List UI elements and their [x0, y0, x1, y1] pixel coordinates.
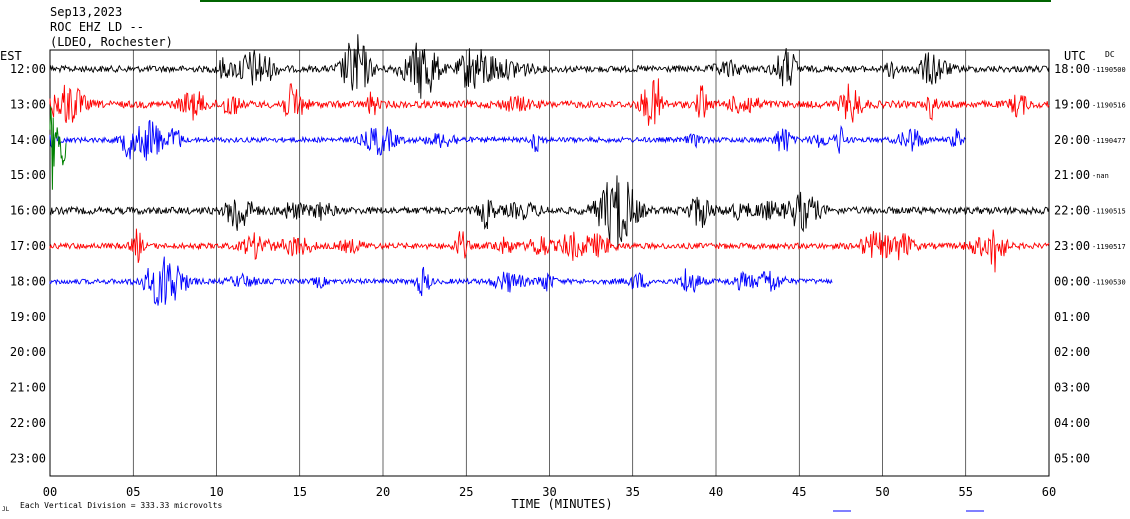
utc-hour-label: 02:00	[1054, 345, 1090, 359]
dc-label: DC	[1105, 50, 1115, 59]
network-label: (LDEO, Rochester)	[50, 35, 173, 49]
trace-hour-1300	[49, 78, 1050, 126]
utc-hour-labels: 18:00 19:00 20:00 21:00 22:00 23:00 00:00 01:00…	[1054, 62, 1090, 465]
x-tick-label: 45	[792, 485, 806, 499]
utc-hour-label: 00:00	[1054, 274, 1090, 288]
dc-offset-label: -nan	[1092, 172, 1109, 180]
x-axis-title: TIME (MINUTES)	[511, 497, 612, 511]
station-label: ROC EHZ LD --	[50, 20, 144, 34]
utc-hour-label: 18:00	[1054, 62, 1090, 76]
trace-hour-1800	[49, 256, 833, 306]
dc-offset-label: -1190517	[1092, 243, 1126, 251]
est-hour-label: 13:00	[10, 97, 46, 111]
utc-hour-label: 20:00	[1054, 133, 1090, 147]
utc-hour-label: 03:00	[1054, 381, 1090, 395]
dc-offset-labels: -1190500 -1190516 -1190477 -nan -1190515 -119…	[1092, 66, 1126, 286]
event-trace	[49, 106, 67, 190]
est-hour-label: 17:00	[10, 239, 46, 253]
x-tick-labels: 00 05 10 15 20 25 30 35 40 45 50 55 60	[43, 485, 1056, 499]
utc-hour-label: 23:00	[1054, 239, 1090, 253]
utc-hour-label: 22:00	[1054, 204, 1090, 218]
est-hour-label: 21:00	[10, 381, 46, 395]
x-tick-label: 60	[1042, 485, 1056, 499]
left-timezone-label: EST	[0, 49, 22, 63]
est-hour-label: 20:00	[10, 345, 46, 359]
right-timezone-label: UTC	[1064, 49, 1086, 63]
trace-hour-1200	[49, 34, 1050, 99]
scale-icon: JL	[2, 506, 10, 513]
trace-hour-1400	[49, 119, 966, 161]
est-hour-label: 18:00	[10, 274, 46, 288]
top-status-bar	[200, 0, 1051, 2]
scale-note: Each Vertical Division = 333.33 microvol…	[20, 501, 222, 510]
x-tick-label: 25	[459, 485, 473, 499]
x-tick-label: 20	[376, 485, 390, 499]
x-tick-label: 40	[709, 485, 723, 499]
dc-offset-label: -1190516	[1092, 101, 1126, 109]
utc-hour-label: 19:00	[1054, 97, 1090, 111]
x-tick-label: 15	[293, 485, 307, 499]
utc-hour-label: 21:00	[1054, 168, 1090, 182]
dc-offset-label: -1190530	[1092, 278, 1126, 286]
x-tick-label: 30	[542, 485, 556, 499]
x-tick-label: 55	[959, 485, 973, 499]
x-tick-label: 05	[126, 485, 140, 499]
minute-gridlines	[132, 50, 967, 476]
dc-offset-label: -1190515	[1092, 208, 1126, 216]
x-tick-label: 10	[209, 485, 223, 499]
utc-hour-label: 04:00	[1054, 416, 1090, 430]
trace-hour-1700	[49, 228, 1050, 273]
x-tick-label: 50	[875, 485, 889, 499]
dc-offset-label: -1190500	[1092, 66, 1126, 74]
date-label: Sep13,2023	[50, 5, 122, 19]
est-hour-label: 14:00	[10, 133, 46, 147]
est-hour-label: 16:00	[10, 204, 46, 218]
est-hour-label: 19:00	[10, 310, 46, 324]
dc-offset-label: -1190477	[1092, 137, 1126, 145]
trace-layer	[49, 34, 1050, 306]
trace-hour-1600	[49, 175, 1050, 250]
utc-hour-label: 01:00	[1054, 310, 1090, 324]
est-hour-label: 23:00	[10, 451, 46, 465]
est-hour-label: 15:00	[10, 168, 46, 182]
x-tick-label: 35	[626, 485, 640, 499]
utc-hour-label: 05:00	[1054, 451, 1090, 465]
est-hour-labels: 12:00 13:00 14:00 15:00 16:00 17:00 18:00 19:00…	[10, 62, 46, 465]
est-hour-label: 12:00	[10, 62, 46, 76]
x-tick-label: 00	[43, 485, 57, 499]
est-hour-label: 22:00	[10, 416, 46, 430]
